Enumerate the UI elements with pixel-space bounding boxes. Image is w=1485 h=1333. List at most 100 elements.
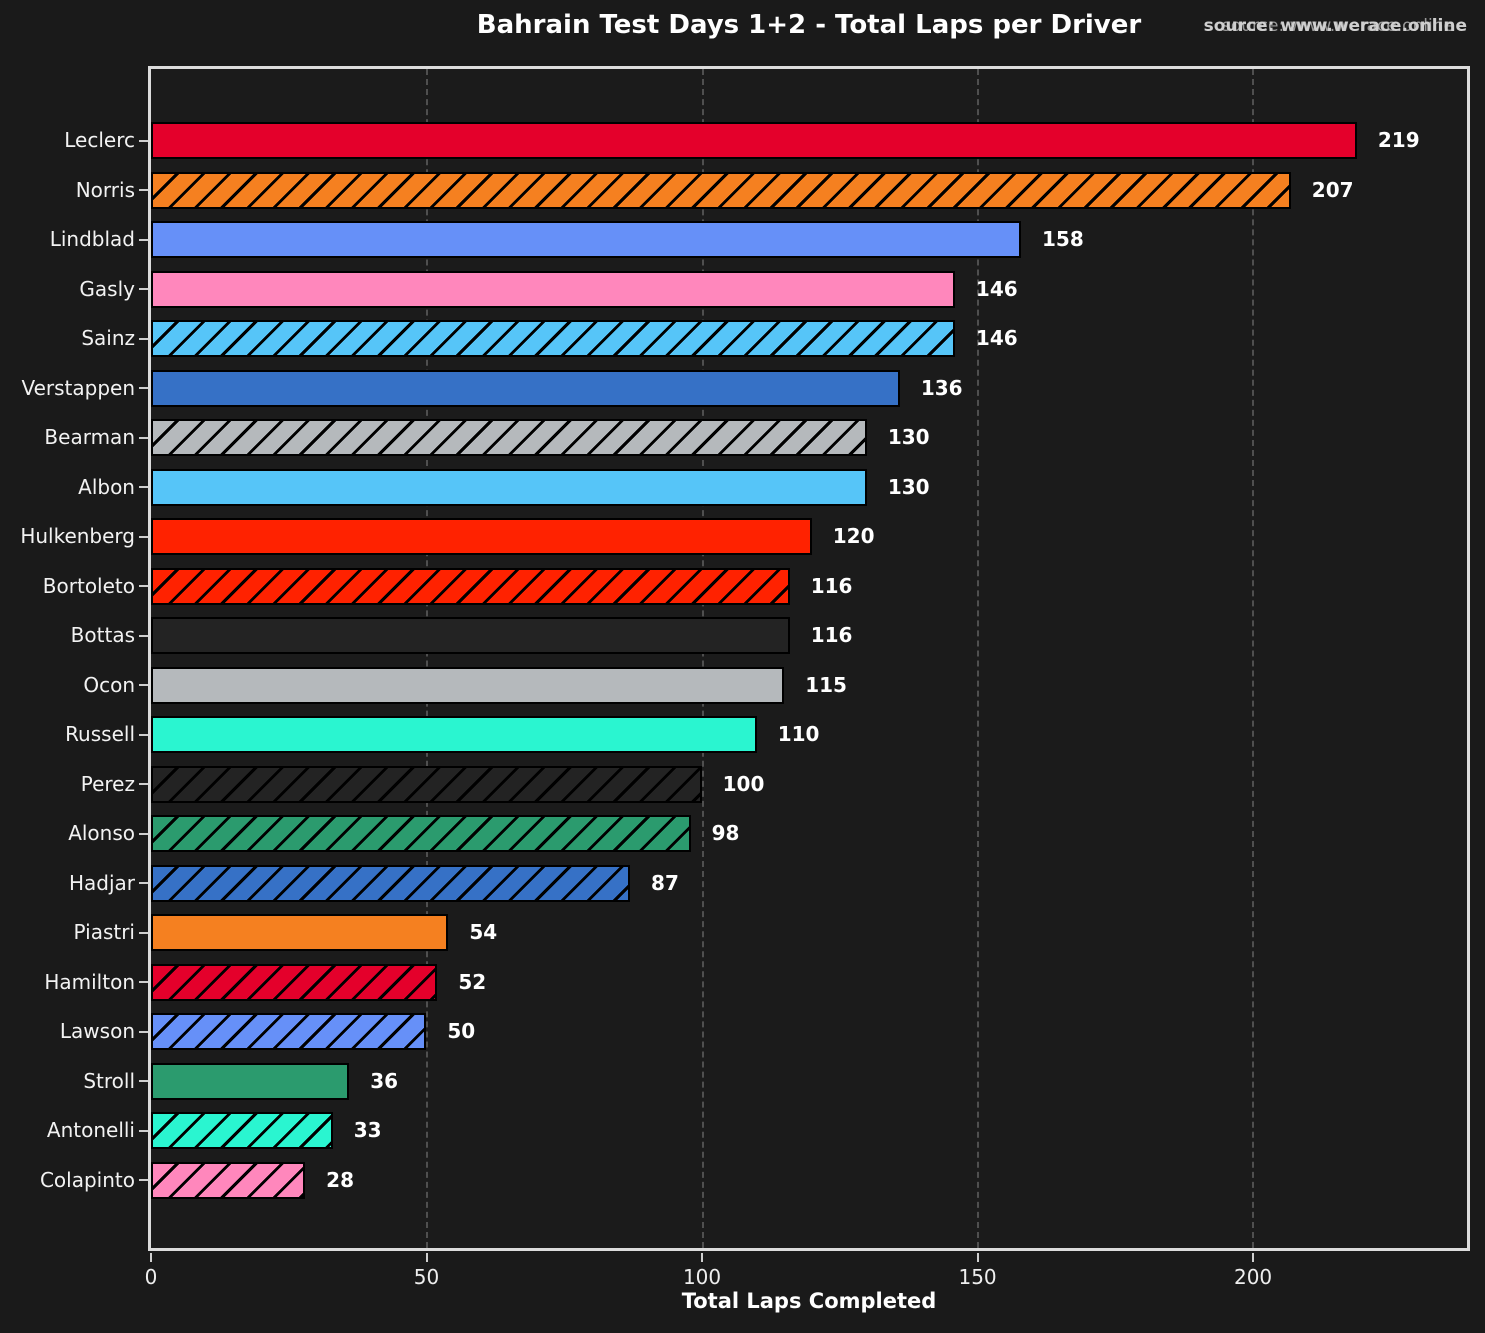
value-label: 130 xyxy=(887,425,930,449)
y-tick-mark xyxy=(139,733,148,736)
driver-label: Antonelli xyxy=(46,1118,135,1142)
y-tick-mark xyxy=(139,189,148,192)
value-label: 136 xyxy=(920,375,963,400)
bar xyxy=(151,815,691,852)
bar-row: Bearman 130 xyxy=(44,413,1467,463)
y-tick-mark xyxy=(139,783,148,786)
driver-label: Hulkenberg xyxy=(20,524,135,548)
bar-row: Lindblad 158 xyxy=(50,215,1467,265)
bar xyxy=(151,914,449,951)
bar xyxy=(151,221,1021,258)
y-tick-mark xyxy=(139,882,148,885)
bar-row: Hamilton 52 xyxy=(44,958,1467,1008)
bar xyxy=(151,963,438,1001)
x-tick-label-150: 150 xyxy=(958,1265,997,1289)
value-label: 120 xyxy=(832,524,875,548)
bar xyxy=(151,419,867,456)
bar xyxy=(151,617,790,654)
y-tick-mark xyxy=(139,634,148,637)
y-tick-mark xyxy=(139,684,148,687)
x-tick-label-50: 50 xyxy=(413,1265,440,1289)
gridline-200 xyxy=(1252,69,1255,1248)
value-label: 110 xyxy=(777,722,820,746)
value-label: 115 xyxy=(805,672,847,697)
y-tick-mark xyxy=(139,1179,148,1182)
bar xyxy=(151,518,812,555)
y-tick-mark xyxy=(139,931,148,934)
y-tick-mark xyxy=(139,337,148,340)
bar xyxy=(151,1161,306,1199)
value-label: 219 xyxy=(1377,128,1420,152)
value-label: 146 xyxy=(975,326,1018,350)
driver-label: Hadjar xyxy=(68,870,135,895)
x-tick-mark-50 xyxy=(425,1253,428,1262)
driver-label: Lindblad xyxy=(49,227,135,251)
bar-row: Leclerc 219 xyxy=(64,116,1467,166)
value-label: 54 xyxy=(469,920,498,944)
y-tick-mark xyxy=(139,387,148,390)
bar xyxy=(151,270,955,308)
value-label: 130 xyxy=(887,474,930,499)
y-tick-mark xyxy=(139,1030,148,1033)
x-tick-mark-100 xyxy=(701,1253,704,1262)
bar-row: Piastri 54 xyxy=(74,908,1467,958)
bar-row: Russell 110 xyxy=(65,710,1467,760)
bar-row: Colapinto 28 xyxy=(40,1156,1467,1206)
value-label: 52 xyxy=(458,969,487,994)
x-tick-label-100: 100 xyxy=(682,1265,722,1289)
bar-row: Bortoleto 116 xyxy=(43,562,1467,612)
y-tick-mark xyxy=(139,139,148,142)
bar-row: Verstappen 136 xyxy=(21,364,1467,414)
value-label: 116 xyxy=(810,573,853,598)
driver-label: Bortoleto xyxy=(42,573,135,598)
x-tick-mark-150 xyxy=(976,1253,979,1262)
bar-row: Lawson 50 xyxy=(60,1007,1467,1057)
value-label: 207 xyxy=(1311,177,1354,202)
bar xyxy=(151,171,1291,209)
driver-label: Gasly xyxy=(79,276,135,301)
bar xyxy=(151,1013,427,1050)
value-label: 50 xyxy=(447,1019,476,1043)
value-label: 28 xyxy=(326,1167,355,1192)
bar-row: Hadjar 87 xyxy=(69,859,1467,909)
driver-label: Norris xyxy=(75,177,135,202)
y-tick-mark xyxy=(139,238,148,241)
bar xyxy=(151,369,900,407)
bar-row: Perez 100 xyxy=(81,760,1467,810)
y-tick-mark xyxy=(139,436,148,439)
driver-label: Bottas xyxy=(70,623,135,647)
x-axis-label: Total Laps Completed xyxy=(681,1289,937,1313)
x-tick-mark-200 xyxy=(1252,1253,1255,1262)
bar-row: Hulkenberg 120 xyxy=(20,512,1467,562)
value-label: 87 xyxy=(651,870,679,895)
driver-label: Stroll xyxy=(83,1068,135,1093)
bar-row: Albon 130 xyxy=(78,463,1467,513)
y-tick-mark xyxy=(139,535,148,538)
y-tick-mark xyxy=(139,1080,148,1083)
bar xyxy=(151,765,702,803)
bar xyxy=(151,666,785,704)
y-tick-mark xyxy=(139,1129,148,1132)
x-tick-label-0: 0 xyxy=(144,1265,158,1289)
value-label: 33 xyxy=(353,1118,382,1142)
y-tick-mark xyxy=(139,486,148,489)
driver-label: Colapinto xyxy=(39,1167,135,1192)
bar-row: Ocon 115 xyxy=(83,661,1467,711)
source-watermark: source: www.werace.online xyxy=(1203,16,1467,36)
gridline-50 xyxy=(426,69,429,1248)
y-tick-mark xyxy=(139,585,148,588)
driver-label: Piastri xyxy=(73,920,135,944)
value-label: 100 xyxy=(722,771,765,796)
driver-label: Leclerc xyxy=(64,128,135,152)
driver-label: Bearman xyxy=(44,425,135,449)
bar-row: Stroll 36 xyxy=(83,1057,1467,1107)
gridline-150 xyxy=(976,69,979,1248)
x-tick-label-200: 200 xyxy=(1233,1265,1273,1289)
bar xyxy=(151,567,790,605)
value-label: 158 xyxy=(1041,227,1084,251)
y-tick-mark xyxy=(139,981,148,984)
bar xyxy=(151,320,955,357)
driver-label: Verstappen xyxy=(21,375,135,400)
bar-row: Alonso 98 xyxy=(68,809,1467,859)
